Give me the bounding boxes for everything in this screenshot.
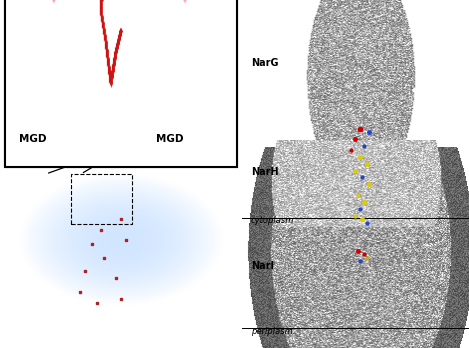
- Text: cytoplasm: cytoplasm: [250, 216, 294, 226]
- Bar: [71, 174, 132, 224]
- Text: NarG: NarG: [250, 58, 278, 68]
- Text: NarI: NarI: [250, 261, 273, 271]
- Text: MGD: MGD: [19, 134, 46, 144]
- Text: NarH: NarH: [250, 167, 278, 177]
- Text: MGD: MGD: [156, 134, 183, 144]
- Text: periplasm: periplasm: [250, 327, 292, 336]
